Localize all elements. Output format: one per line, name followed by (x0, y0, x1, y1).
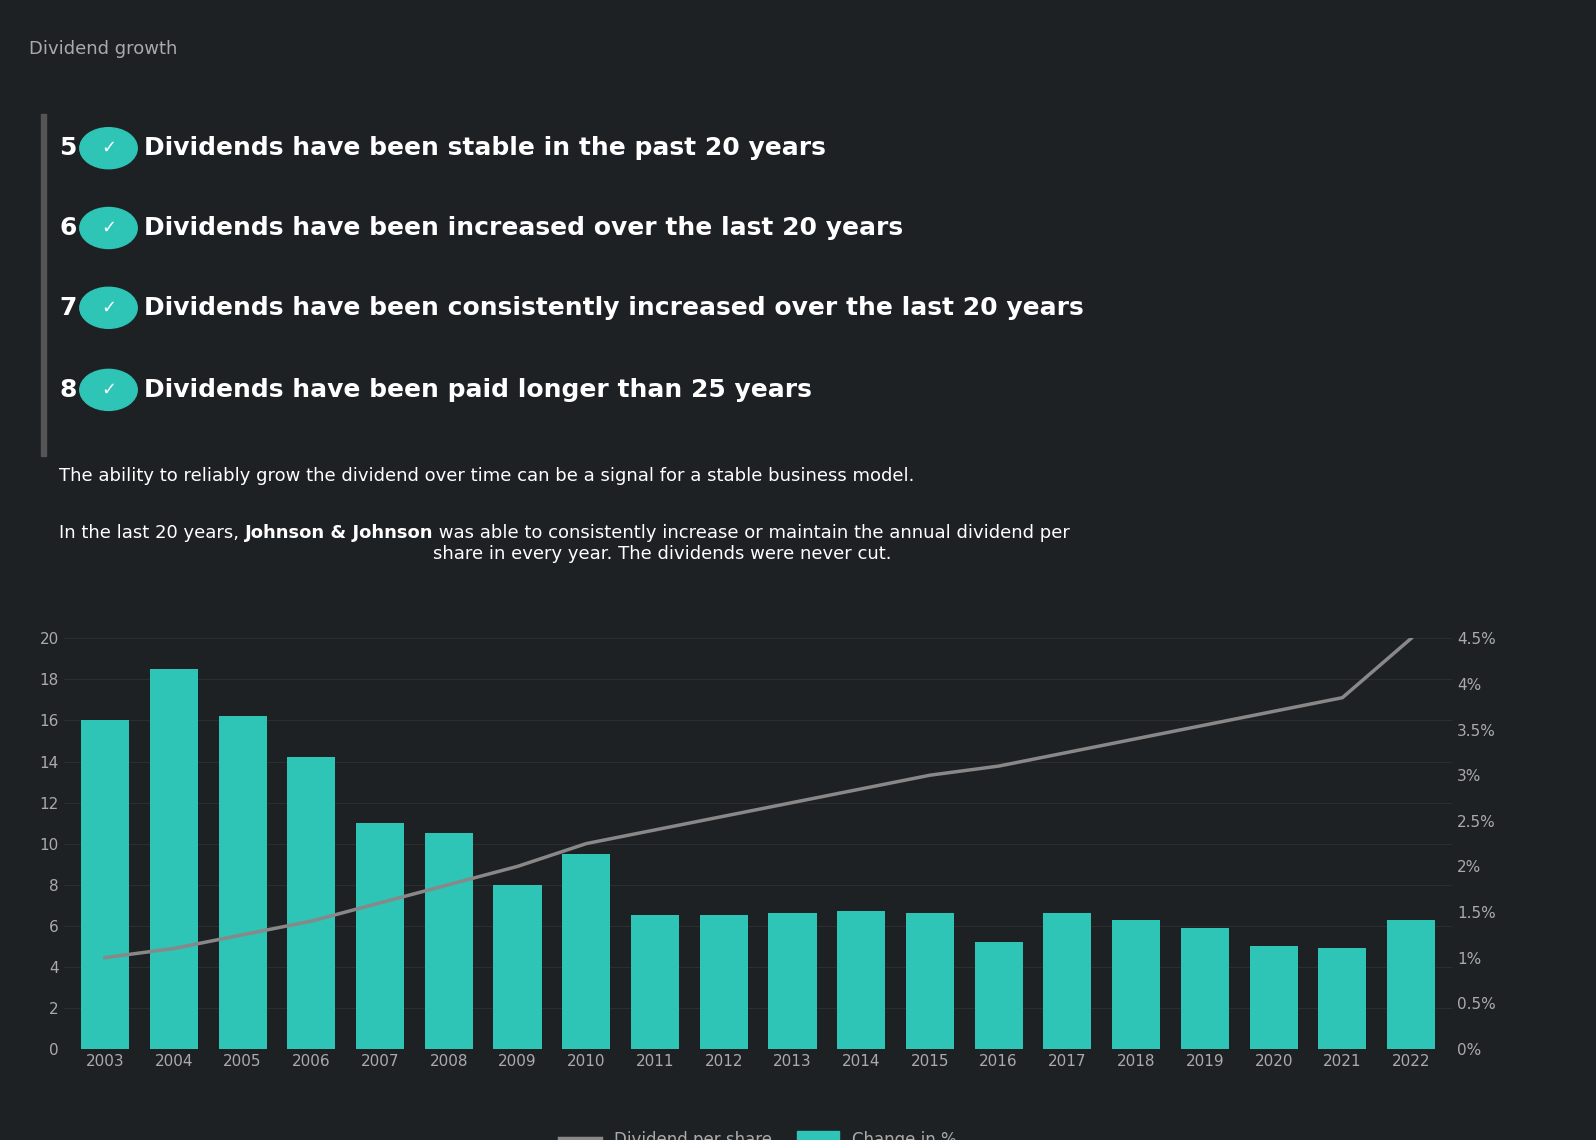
Text: ✓: ✓ (101, 299, 117, 317)
Text: 6: 6 (59, 215, 77, 241)
Bar (768, 913, 817, 1049)
Bar (1318, 948, 1366, 1049)
Bar (699, 915, 749, 1049)
Text: Dividends have been increased over the last 20 years: Dividends have been increased over the l… (144, 215, 903, 241)
Bar (975, 942, 1023, 1049)
Text: 7: 7 (59, 295, 77, 320)
Text: was able to consistently increase or maintain the annual dividend per
share in e: was able to consistently increase or mai… (433, 524, 1071, 563)
Bar (425, 833, 472, 1049)
Text: Johnson & Johnson: Johnson & Johnson (244, 524, 433, 543)
Text: Dividend growth: Dividend growth (29, 40, 177, 58)
Text: Dividends have been consistently increased over the last 20 years: Dividends have been consistently increas… (144, 295, 1084, 320)
Text: ✓: ✓ (101, 381, 117, 399)
Bar (1112, 920, 1160, 1049)
Bar (1250, 946, 1298, 1049)
Text: In the last 20 years,: In the last 20 years, (59, 524, 244, 543)
Text: 5: 5 (59, 136, 77, 161)
Bar (493, 885, 541, 1049)
Text: 8: 8 (59, 377, 77, 402)
Bar (81, 720, 129, 1049)
Text: ✓: ✓ (101, 219, 117, 237)
Bar (562, 854, 610, 1049)
Bar (356, 823, 404, 1049)
Bar (630, 915, 678, 1049)
Text: ✓: ✓ (101, 139, 117, 157)
Bar (1181, 928, 1229, 1049)
Bar (907, 913, 954, 1049)
Bar (1044, 913, 1092, 1049)
Text: Dividends have been stable in the past 20 years: Dividends have been stable in the past 2… (144, 136, 825, 161)
Text: Dividends have been paid longer than 25 years: Dividends have been paid longer than 25 … (144, 377, 811, 402)
Bar (219, 716, 267, 1049)
Text: The ability to reliably grow the dividend over time can be a signal for a stable: The ability to reliably grow the dividen… (59, 467, 915, 486)
Bar (838, 911, 886, 1049)
Bar (1387, 920, 1435, 1049)
Bar (150, 669, 198, 1049)
Legend: Dividend per share, Change in %: Dividend per share, Change in % (552, 1124, 964, 1140)
Bar (287, 757, 335, 1049)
